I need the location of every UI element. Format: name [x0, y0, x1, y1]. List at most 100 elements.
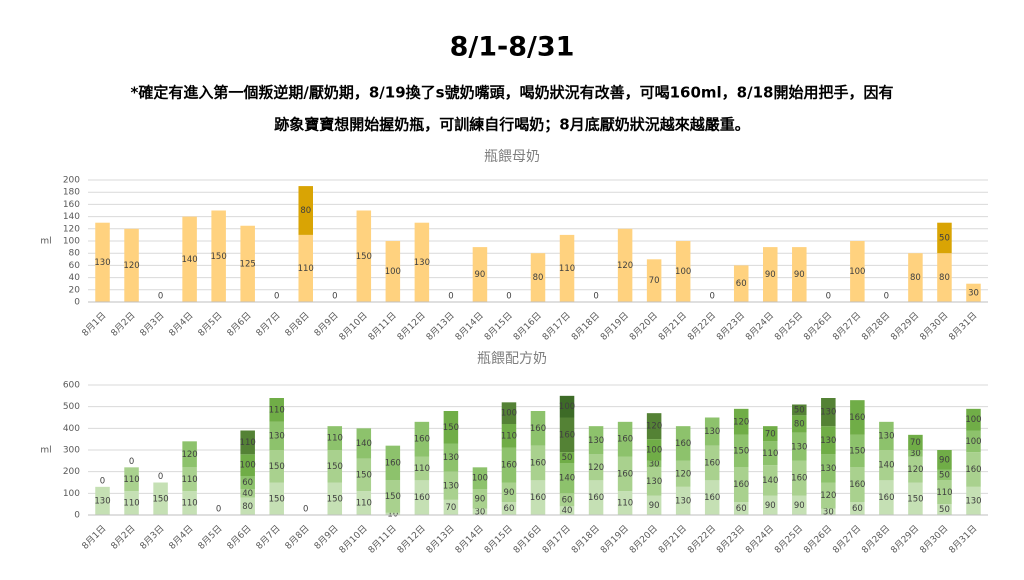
- data-label: 130: [414, 258, 430, 268]
- data-label: 130: [820, 464, 836, 474]
- x-tick-label: 8月5日: [196, 310, 225, 339]
- data-label: 160: [704, 493, 720, 503]
- bar-segment: [298, 234, 313, 302]
- data-label: 110: [327, 434, 343, 444]
- bar-segment: [327, 426, 343, 450]
- bar-segment: [356, 491, 372, 515]
- bar-segment: [182, 467, 197, 492]
- data-label: 160: [704, 459, 720, 469]
- x-tick-label: 8月17日: [540, 523, 573, 556]
- bar-segment: [588, 426, 604, 455]
- bar-segment: [792, 460, 807, 496]
- data-label: 90: [765, 270, 776, 280]
- x-tick-label: 8月22日: [685, 310, 718, 343]
- bar-segment: [617, 491, 633, 515]
- data-label: 90: [649, 501, 660, 511]
- bar-segment: [908, 434, 923, 450]
- x-tick-label: 8月26日: [802, 310, 835, 343]
- x-tick-label: 8月6日: [225, 310, 254, 339]
- bar-segment: [792, 247, 807, 302]
- bar-segment: [675, 486, 691, 515]
- y-tick-label: 500: [63, 402, 80, 412]
- data-label: 130: [965, 496, 981, 506]
- bar-segment: [559, 452, 575, 463]
- bar-segment: [472, 489, 488, 509]
- bar-segment: [414, 456, 430, 481]
- x-tick-label: 8月31日: [947, 523, 980, 556]
- data-label: 90: [475, 494, 486, 504]
- data-label: 0: [448, 292, 453, 302]
- data-label: 0: [332, 292, 337, 302]
- bar-segment: [792, 432, 807, 461]
- y-tick-label: 120: [63, 224, 80, 234]
- data-label: 0: [303, 505, 308, 515]
- x-tick-label: 8月5日: [196, 523, 225, 552]
- data-label: 80: [242, 502, 253, 512]
- data-label: 30: [823, 507, 834, 517]
- data-label: 140: [356, 439, 372, 449]
- x-tick-label: 8月27日: [831, 523, 864, 556]
- x-tick-label: 8月13日: [424, 310, 457, 343]
- bar-segment: [124, 491, 139, 515]
- bar-segment: [733, 502, 749, 515]
- y-tick-label: 400: [63, 424, 80, 434]
- x-tick-label: 8月2日: [109, 310, 138, 339]
- bar-segment: [443, 443, 459, 472]
- bar-segment: [559, 506, 575, 515]
- data-label: 0: [274, 292, 279, 302]
- data-label: 60: [242, 478, 253, 488]
- bar-segment: [559, 234, 575, 302]
- bar-segment: [937, 450, 952, 470]
- bar-segment: [617, 456, 633, 492]
- data-label: 160: [501, 461, 517, 471]
- bar-segment: [385, 445, 401, 481]
- bar-segment: [646, 439, 662, 461]
- data-label: 110: [617, 499, 633, 509]
- data-label: 160: [530, 424, 546, 434]
- bar-segment: [850, 467, 865, 502]
- y-tick-label: 180: [63, 188, 80, 198]
- bar-segment: [501, 402, 517, 424]
- x-tick-label: 8月30日: [918, 310, 951, 343]
- data-label: 110: [181, 475, 197, 485]
- bar-segment: [850, 400, 865, 435]
- x-tick-label: 8月9日: [312, 310, 341, 339]
- x-tick-label: 8月10日: [337, 310, 370, 343]
- x-tick-label: 8月23日: [714, 523, 747, 556]
- data-label: 0: [593, 292, 598, 302]
- data-label: 150: [385, 492, 401, 502]
- data-label: 140: [878, 461, 894, 471]
- bar-segment: [792, 404, 807, 416]
- y-tick-label: 0: [74, 511, 80, 521]
- bar-segment: [733, 408, 749, 435]
- bar-segment: [879, 450, 894, 481]
- data-label: 0: [158, 472, 163, 482]
- data-label: 100: [501, 409, 517, 419]
- chart-title: 瓶餵母奶: [484, 148, 540, 165]
- y-tick-label: 160: [63, 200, 80, 210]
- description-line: *確定有進入第一個叛逆期/厭奶期，8/19換了s號奶嘴頭，喝奶狀況有改善，可喝1…: [131, 84, 894, 102]
- data-label: 100: [472, 474, 488, 484]
- x-tick-label: 8月19日: [598, 523, 631, 556]
- data-label: 160: [559, 430, 575, 440]
- data-label: 120: [733, 417, 749, 427]
- data-label: 50: [562, 453, 573, 463]
- bar-segment: [821, 426, 836, 455]
- data-label: 160: [385, 459, 401, 469]
- data-label: 70: [649, 276, 660, 286]
- data-label: 160: [530, 459, 546, 469]
- x-tick-label: 8月24日: [743, 310, 776, 343]
- data-label: 150: [152, 494, 168, 504]
- y-tick-label: 20: [69, 285, 81, 295]
- data-label: 160: [733, 480, 749, 490]
- page-title: 8/1-8/31: [450, 32, 575, 63]
- x-tick-label: 8月30日: [918, 523, 951, 556]
- data-label: 80: [300, 206, 311, 216]
- bar-segment: [240, 225, 255, 302]
- x-tick-label: 8月15日: [482, 523, 515, 556]
- bar-segment: [240, 476, 255, 489]
- data-label: 0: [884, 292, 889, 302]
- data-label: 160: [530, 493, 546, 503]
- data-label: 130: [820, 408, 836, 418]
- bar-segment: [414, 421, 430, 457]
